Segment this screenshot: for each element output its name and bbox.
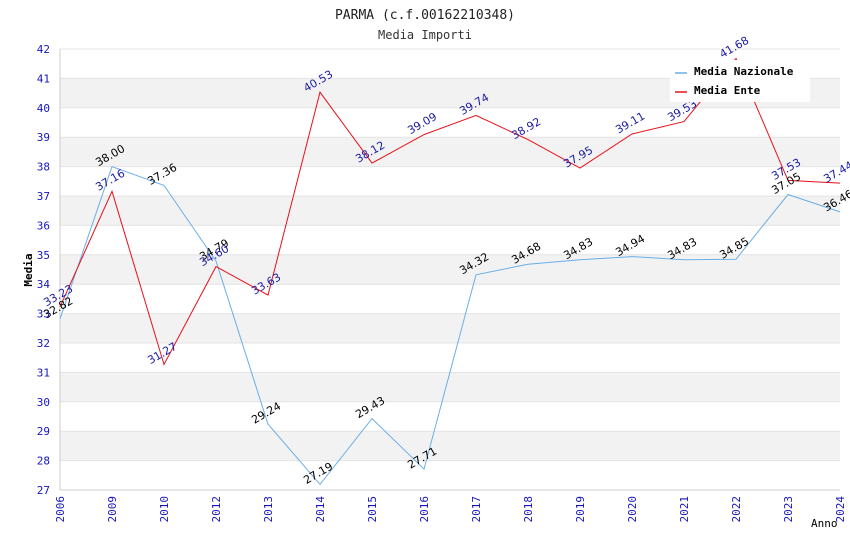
grid-band: [60, 372, 840, 402]
x-tick-label: 2014: [314, 496, 327, 523]
y-tick-label: 35: [37, 249, 50, 262]
x-tick-label: 2013: [262, 496, 275, 523]
x-tick-label: 2009: [106, 496, 119, 523]
grid-bands: [59, 48, 840, 491]
y-tick-label: 33: [37, 308, 50, 321]
x-tick-label: 2024: [834, 496, 847, 523]
grid-band: [60, 460, 840, 490]
x-tick-label: 2022: [730, 496, 743, 523]
x-tick-label: 2012: [210, 496, 223, 523]
grid-band: [60, 137, 840, 167]
x-tick-label: 2021: [678, 496, 691, 523]
y-tick-label: 34: [37, 278, 51, 291]
grid-band: [60, 196, 840, 226]
y-tick-label: 36: [37, 219, 50, 232]
y-tick-label: 31: [37, 366, 50, 379]
y-tick-label: 30: [37, 396, 50, 409]
x-tick-label: 2018: [522, 496, 535, 523]
y-tick-labels: 27 28 29 30 31 32 33 34 35 36 37 38 39 40 41 42: [37, 43, 51, 497]
y-tick-label: 29: [37, 425, 50, 438]
grid-band: [60, 107, 840, 138]
chart-subtitle: Media Importi: [378, 28, 472, 42]
grid-band: [60, 225, 840, 255]
x-tick-label: 2010: [158, 496, 171, 523]
x-tick-labels: 2006 2009 2010 2012 2013 2014 2015 2016 2017 2018…: [54, 496, 847, 523]
x-tick-label: 2019: [574, 496, 587, 523]
y-tick-label: 28: [37, 455, 50, 468]
grid-band: [60, 431, 840, 461]
x-tick-label: 2006: [54, 496, 67, 523]
x-tick-label: 2023: [782, 496, 795, 523]
grid-band: [60, 166, 840, 196]
grid-band: [60, 284, 840, 314]
grid-band: [60, 313, 840, 343]
x-tick-label: 2020: [626, 496, 639, 523]
grid-band: [60, 343, 840, 373]
chart-title: PARMA (c.f.00162210348): [335, 8, 515, 23]
series-line-media-nazionale: [59, 165, 841, 486]
legend-label-media-nazionale: Media Nazionale: [694, 65, 794, 78]
x-tick-label: 2016: [418, 496, 431, 523]
y-tick-label: 38: [37, 161, 50, 174]
y-tick-label: 37: [37, 190, 50, 203]
x-tick-label: 2017: [470, 496, 483, 523]
y-tick-label: 39: [37, 131, 50, 144]
y-tick-label: 27: [37, 484, 50, 497]
grid-band: [60, 401, 840, 432]
legend: Media Nazionale Media Ente: [670, 60, 810, 102]
y-axis-label: Media: [22, 253, 35, 286]
y-tick-label: 41: [37, 72, 50, 85]
y-tick-label: 40: [37, 102, 50, 115]
legend-box: [670, 60, 810, 102]
x-tick-label: 2015: [366, 496, 379, 523]
y-tick-label: 32: [37, 337, 50, 350]
x-axis-label: Anno: [811, 517, 838, 530]
legend-label-media-ente: Media Ente: [694, 84, 761, 97]
y-tick-label: 42: [37, 43, 50, 56]
